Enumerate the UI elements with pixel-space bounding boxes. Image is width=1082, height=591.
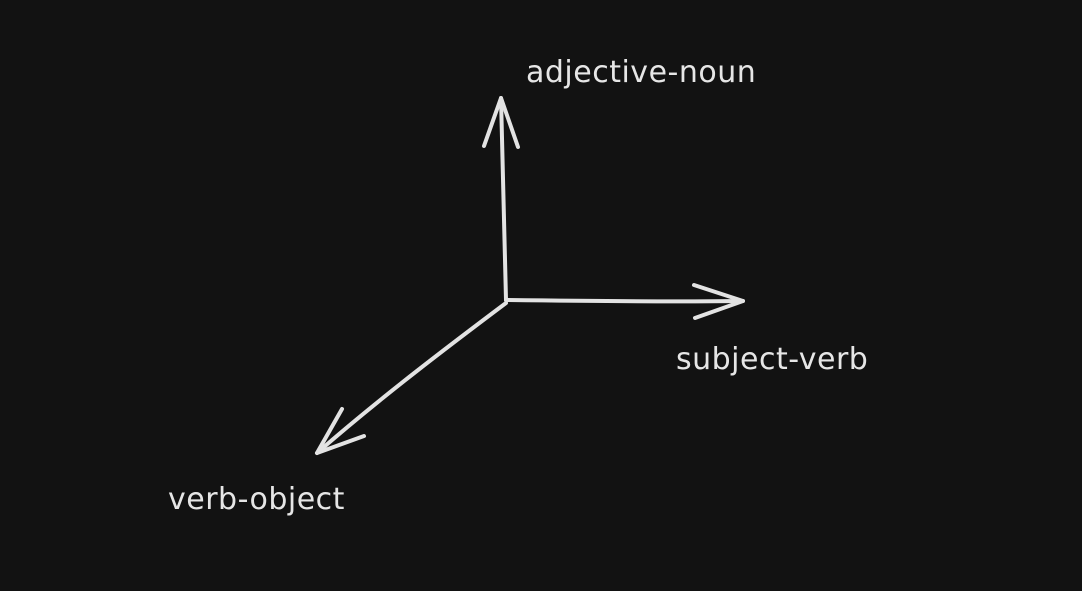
axis-verb-object-arrow [315,301,508,455]
axis-line-right [504,298,745,304]
axis-line-down-left [315,301,508,455]
axis-adjective-noun-arrow [482,96,520,302]
axis-label-subject-verb: subject-verb [676,342,869,377]
axis-label-adjective-noun: adjective-noun [526,55,757,90]
axis-line-up [499,96,508,302]
arrowhead-right [692,283,745,320]
arrowhead-up [482,96,520,149]
axis-subject-verb-arrow [504,283,745,320]
axis-label-verb-object: verb-object [168,482,345,517]
arrowhead-down-left [315,407,366,455]
